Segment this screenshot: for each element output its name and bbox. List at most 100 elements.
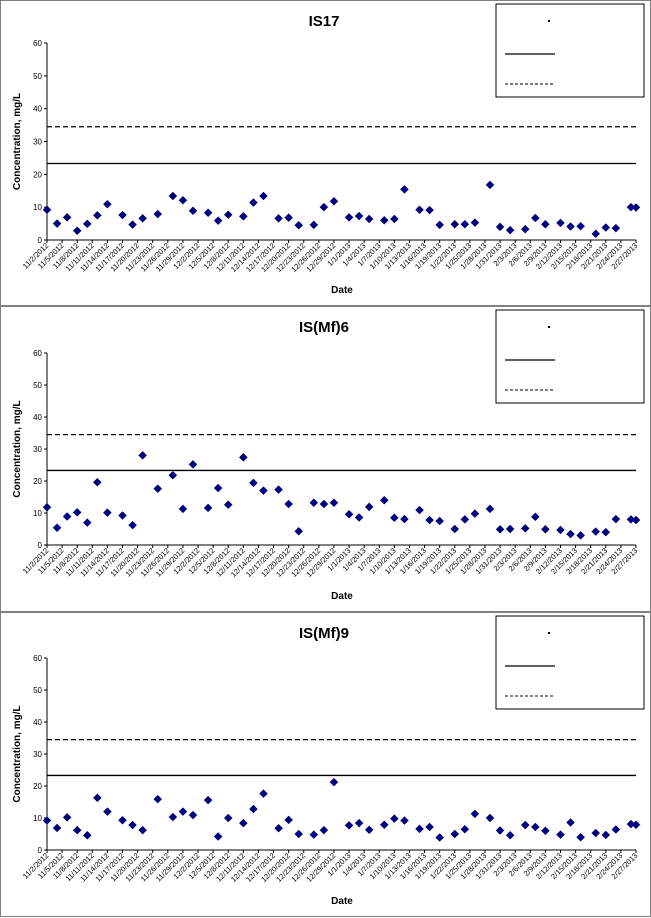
data-point (82, 219, 92, 229)
data-point (62, 813, 72, 822)
y-axis-label: Concentration, mg/L (12, 400, 23, 497)
data-point (556, 218, 565, 228)
data-point (460, 824, 470, 834)
y-tick-label: 10 (33, 814, 42, 823)
data-point (390, 814, 399, 823)
data-point (138, 213, 148, 223)
data-point (556, 525, 565, 535)
data-point (611, 223, 621, 233)
data-point (415, 505, 424, 515)
data-point (213, 483, 223, 493)
data-point (294, 526, 304, 536)
legend (495, 309, 645, 404)
data-point (485, 813, 495, 823)
data-point (249, 804, 258, 814)
data-point (238, 452, 248, 462)
data-point (223, 500, 233, 510)
data-point (354, 211, 364, 221)
data-point (364, 502, 374, 512)
data-point (541, 524, 550, 534)
chart-title: IS17 (309, 13, 340, 30)
data-point (42, 502, 52, 512)
data-point (319, 825, 329, 835)
data-point (329, 498, 339, 508)
data-point (294, 220, 304, 230)
data-point (576, 531, 585, 540)
data-point (470, 218, 480, 227)
legend-box (495, 615, 645, 710)
chart-title: IS(Mf)6 (299, 319, 349, 336)
y-tick-label: 30 (33, 750, 42, 759)
data-point (415, 824, 424, 834)
data-point (238, 212, 248, 221)
data-point (329, 777, 339, 787)
y-tick-label: 60 (33, 349, 42, 358)
data-point (62, 212, 72, 222)
legend-box (495, 3, 645, 98)
data-point (601, 527, 611, 537)
data-point (566, 818, 575, 827)
y-tick-label: 0 (38, 846, 43, 855)
data-point (294, 829, 304, 839)
y-tick-label: 30 (33, 138, 42, 147)
data-point (344, 821, 354, 830)
data-point (92, 477, 102, 487)
data-point (505, 830, 515, 840)
data-point (118, 210, 127, 220)
data-point (153, 484, 163, 494)
legend (495, 615, 645, 710)
data-point (631, 820, 641, 830)
data-point (415, 205, 424, 215)
data-point (274, 213, 283, 223)
data-point (319, 202, 329, 212)
data-point (379, 495, 389, 505)
data-point (530, 213, 540, 223)
data-point (435, 220, 445, 230)
data-point (203, 795, 213, 805)
data-point (520, 224, 530, 234)
data-point (450, 829, 460, 839)
data-point (168, 191, 178, 201)
y-axis-label: Concentration, mg/L (12, 705, 23, 802)
data-point (400, 816, 409, 825)
data-point (92, 793, 102, 803)
data-point (505, 225, 515, 235)
data-point (601, 830, 611, 840)
legend-marker-point (548, 632, 550, 634)
data-point (530, 822, 540, 832)
data-point (390, 214, 399, 224)
data-point (223, 813, 233, 823)
data-point (213, 216, 223, 225)
data-point (188, 460, 198, 469)
data-point (274, 823, 283, 833)
data-point (103, 807, 112, 816)
data-point (82, 518, 92, 527)
data-point (566, 222, 575, 231)
y-tick-label: 50 (33, 381, 42, 390)
y-tick-label: 10 (33, 203, 42, 212)
data-point (425, 205, 434, 215)
data-point (128, 220, 137, 229)
data-point (103, 199, 112, 209)
data-point (425, 822, 434, 832)
data-point (435, 516, 445, 526)
y-tick-label: 20 (33, 477, 42, 486)
data-point (138, 451, 148, 460)
data-point (178, 504, 188, 514)
data-point (309, 498, 319, 508)
data-point (556, 830, 565, 839)
data-point (400, 514, 409, 524)
data-point (460, 515, 470, 524)
x-axis-label: Date (331, 591, 353, 602)
data-point (223, 210, 233, 220)
data-point (364, 825, 374, 835)
data-point (52, 219, 62, 228)
data-point (128, 520, 137, 530)
data-point (631, 203, 641, 212)
data-point (178, 195, 188, 205)
data-point (450, 219, 460, 229)
data-point (188, 206, 198, 216)
x-axis-label: Date (331, 285, 353, 296)
